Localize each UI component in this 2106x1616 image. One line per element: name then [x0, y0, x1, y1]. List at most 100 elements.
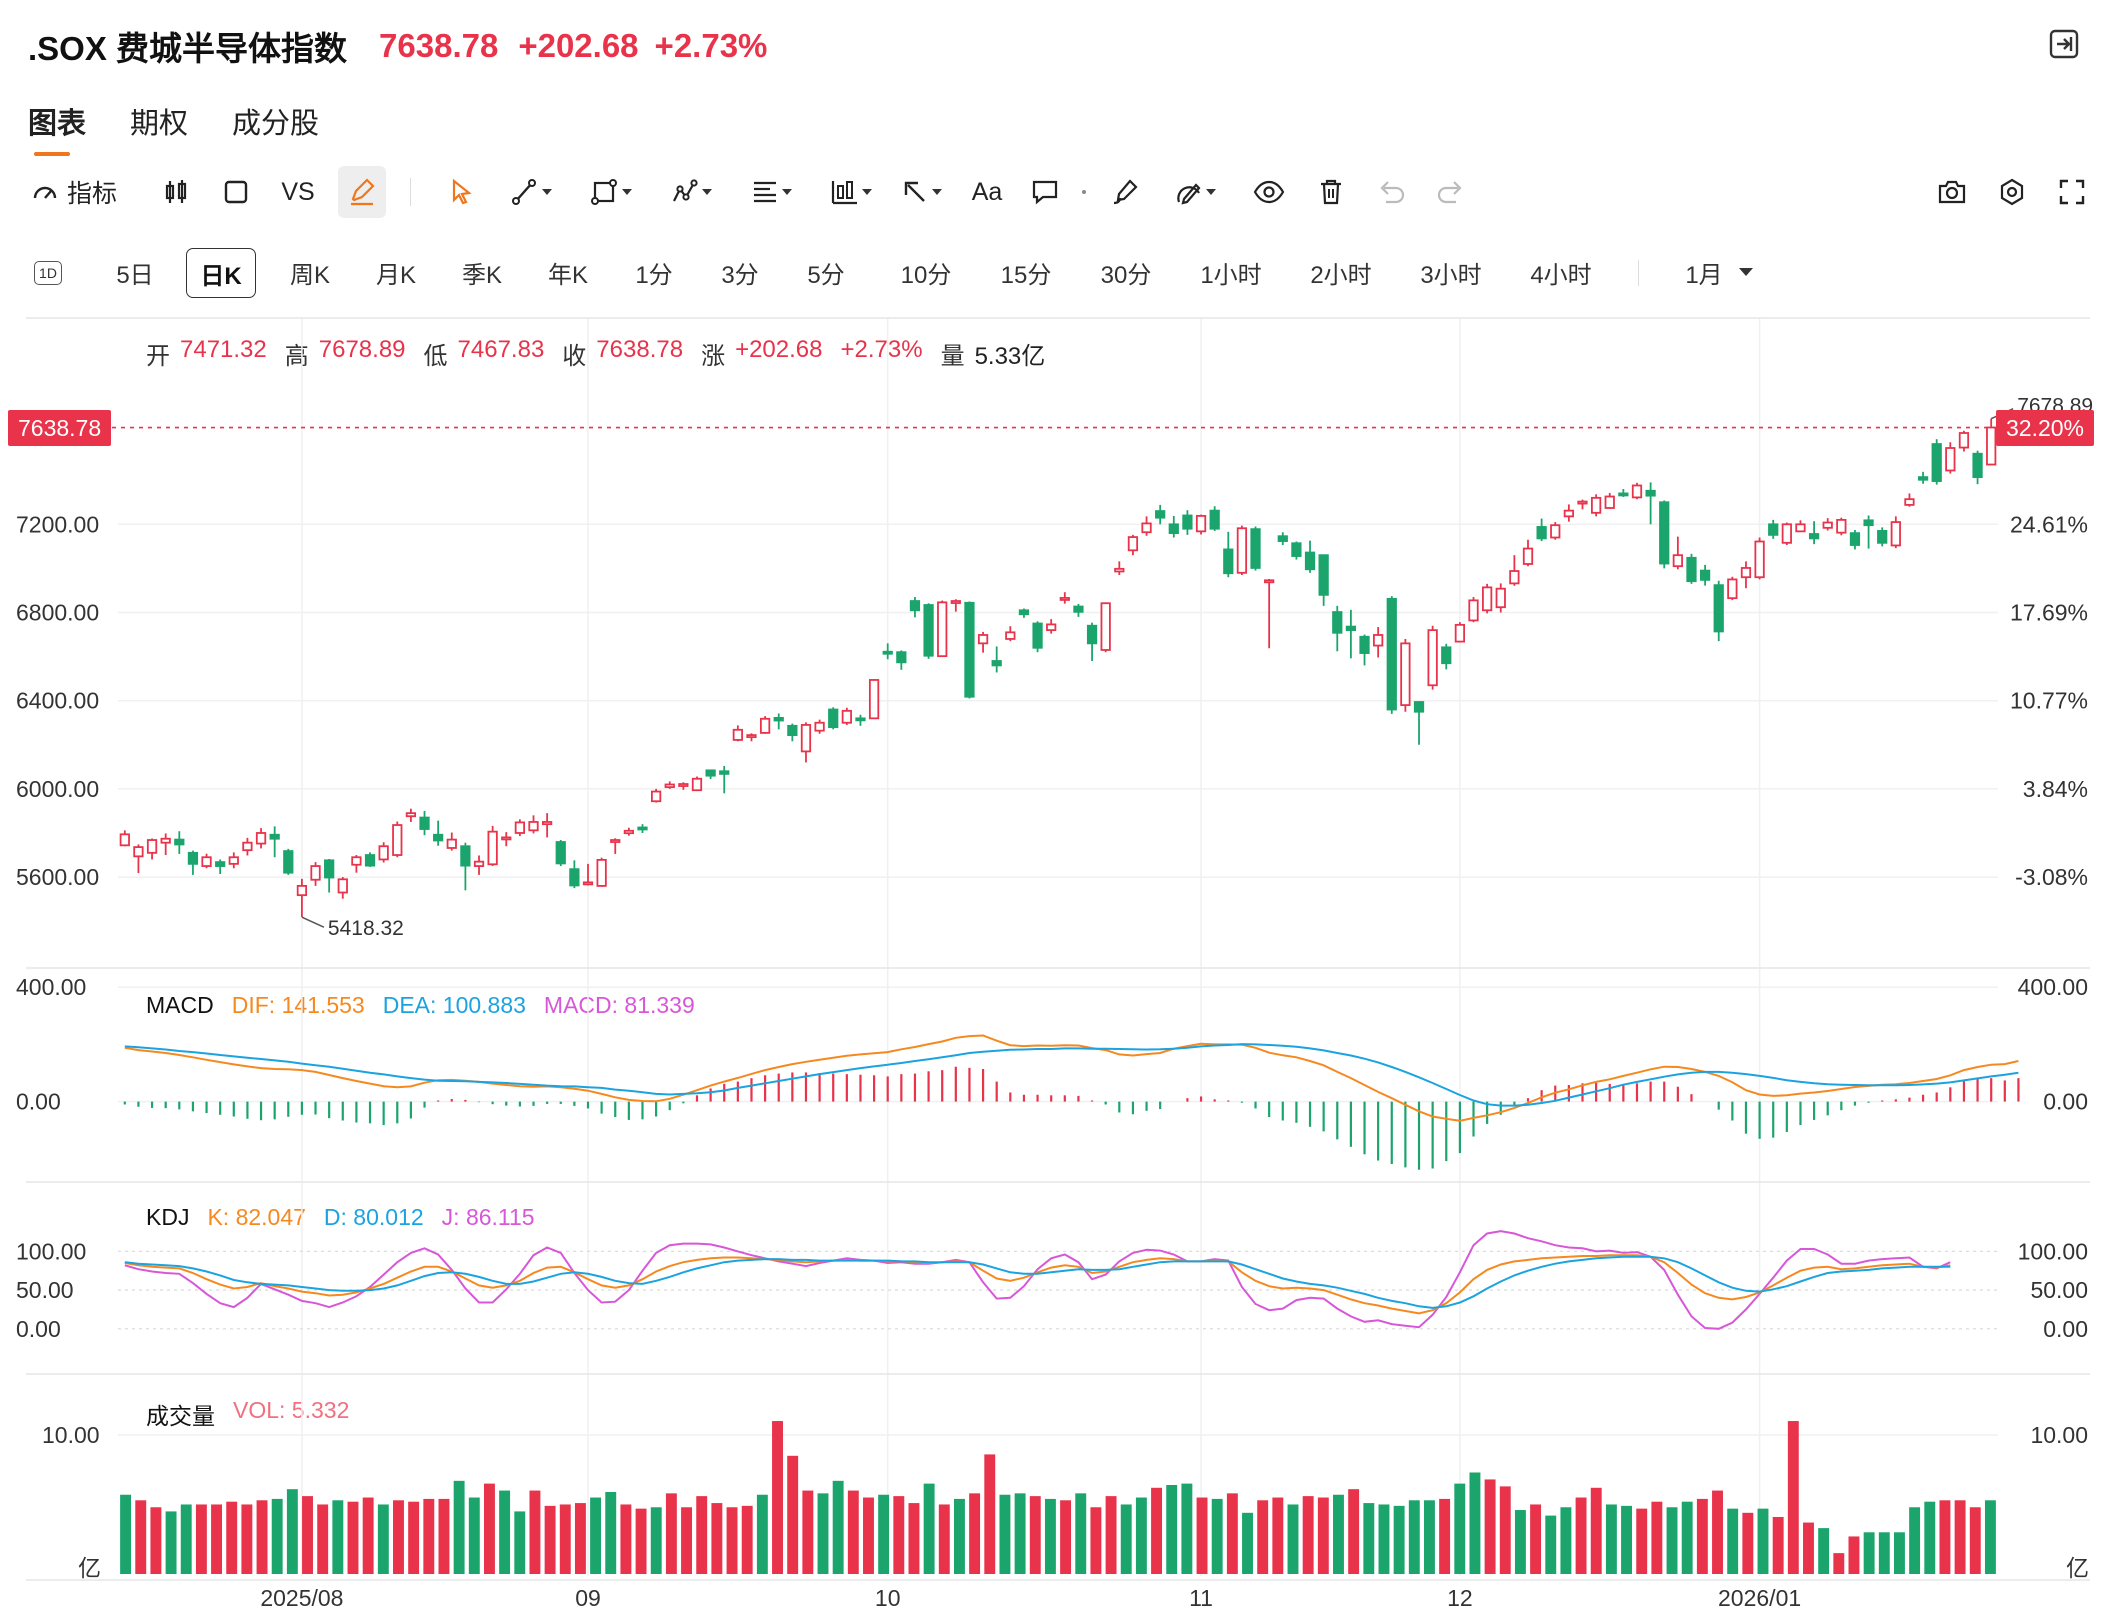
- compare-button[interactable]: VS: [274, 166, 322, 218]
- visibility-toggle[interactable]: [1246, 166, 1292, 218]
- candle-body: [1059, 597, 1070, 601]
- volume-bar: [1257, 1500, 1269, 1574]
- period-10min[interactable]: 10分: [900, 261, 952, 289]
- fibonacci-tool[interactable]: [742, 166, 802, 218]
- period-15min[interactable]: 15分: [1000, 261, 1052, 289]
- brush-tool[interactable]: [1102, 166, 1148, 218]
- text-tool[interactable]: Aa: [962, 166, 1012, 218]
- delete-drawings-button[interactable]: [1308, 166, 1354, 218]
- volume-bar: [1742, 1512, 1754, 1574]
- candle-body: [542, 821, 553, 826]
- measure-tool[interactable]: [822, 166, 882, 218]
- period-daily[interactable]: 日K: [186, 248, 256, 298]
- period-3hour[interactable]: 3小时: [1420, 261, 1482, 289]
- settings-button[interactable]: [1992, 166, 2032, 218]
- percent-axis-label: 3.84%: [2023, 776, 2088, 802]
- volume-bar: [226, 1501, 238, 1574]
- tab-chart[interactable]: 图表: [28, 100, 86, 156]
- min-price-label: 5418.32: [328, 917, 404, 940]
- undo-button[interactable]: [1368, 166, 1414, 218]
- period-1min[interactable]: 1分: [635, 261, 673, 289]
- period-2hour[interactable]: 2小时: [1310, 261, 1372, 289]
- volume-bar: [605, 1491, 617, 1574]
- volume-bar: [1712, 1490, 1723, 1574]
- tab-options[interactable]: 期权: [130, 108, 189, 140]
- candle-body: [732, 728, 743, 741]
- candle-body: [623, 829, 634, 835]
- candle-body: [1645, 489, 1656, 497]
- candle-body: [433, 833, 444, 842]
- candle-body: [1795, 523, 1806, 533]
- candle-body: [1195, 515, 1207, 533]
- volume-axis-label-right: 10.00: [2030, 1422, 2088, 1448]
- layout-button[interactable]: [214, 166, 258, 218]
- volume-bar: [1893, 1532, 1905, 1574]
- period-4hour[interactable]: 4小时: [1530, 261, 1592, 289]
- period-5min[interactable]: 5分: [807, 261, 845, 289]
- magnet-tool[interactable]: [1166, 166, 1226, 218]
- tab-constituents[interactable]: 成分股: [232, 108, 320, 140]
- period-yearly[interactable]: 年K: [547, 261, 588, 289]
- high-label: 高: [284, 343, 309, 370]
- volume-bar: [938, 1504, 950, 1574]
- bar-measure-icon: [831, 181, 857, 205]
- candle-body: [514, 821, 526, 834]
- volume-bar: [1681, 1501, 1693, 1574]
- period-1d-icon[interactable]: 1D: [34, 261, 62, 285]
- volume-bar: [165, 1511, 177, 1574]
- period-30min[interactable]: 30分: [1100, 261, 1152, 289]
- arrow-tool[interactable]: [892, 166, 952, 218]
- period-1hour[interactable]: 1小时: [1200, 261, 1262, 289]
- candle-body: [1127, 536, 1139, 552]
- candle-body: [296, 885, 308, 897]
- candle-style-button[interactable]: [154, 166, 198, 218]
- collapse-panel-icon[interactable]: [2048, 28, 2080, 60]
- fullscreen-button[interactable]: [2052, 166, 2092, 218]
- candle-body: [1400, 642, 1411, 706]
- volume-bar: [1696, 1498, 1708, 1574]
- snapshot-button[interactable]: [1932, 166, 1972, 218]
- macd-dif: DIF: 141.553: [231, 992, 365, 1018]
- period-weekly[interactable]: 周K: [289, 261, 330, 289]
- brush-icon: [1113, 179, 1138, 205]
- candle-body: [923, 604, 934, 657]
- change-value: +202.68: [735, 336, 823, 363]
- period-monthly[interactable]: 月K: [375, 261, 416, 289]
- candle-body: [255, 832, 267, 845]
- candle-body: [582, 881, 594, 886]
- macd-legend: MACD DIF: 141.553 DEA: 100.883 MACD: 81.…: [146, 992, 695, 1019]
- pattern-tool[interactable]: [662, 166, 722, 218]
- candle-body: [1086, 624, 1098, 645]
- volume-bar: [1757, 1508, 1769, 1574]
- volume-bar: [772, 1421, 783, 1574]
- line-tool[interactable]: [502, 166, 562, 218]
- volume-bar: [1545, 1515, 1557, 1574]
- note-tool[interactable]: [1022, 166, 1068, 218]
- redo-button[interactable]: [1428, 166, 1474, 218]
- period-quarterly[interactable]: 季K: [461, 261, 502, 289]
- period-5d[interactable]: 5日: [116, 261, 154, 289]
- candle-body: [1522, 547, 1534, 565]
- range-dropdown[interactable]: 1月: [1670, 248, 1770, 296]
- volume-bar: [969, 1493, 981, 1574]
- kdj-axis-label-right: 100.00: [2018, 1238, 2088, 1264]
- candle-body: [977, 634, 989, 645]
- cursor-tool[interactable]: [442, 166, 482, 218]
- volume-bar: [908, 1503, 920, 1574]
- volume-bar: [453, 1480, 465, 1574]
- shape-tool[interactable]: [582, 166, 642, 218]
- kdj-d: D: 80.012: [323, 1204, 424, 1230]
- candle-body: [1713, 584, 1724, 633]
- indicator-button[interactable]: 指标: [26, 166, 122, 218]
- candle-body: [1250, 528, 1261, 569]
- candle-body: [405, 812, 417, 818]
- volume-bar: [317, 1504, 329, 1574]
- price-chart[interactable]: 2025/08 09 10 11 12 2026/01 5600.00 -3.08% 6000.…: [0, 310, 2106, 1616]
- x-axis-label: 10: [875, 1585, 901, 1611]
- volume-bar: [1954, 1500, 1966, 1574]
- period-3min[interactable]: 3分: [721, 261, 759, 289]
- volume-bar: [362, 1497, 374, 1574]
- volume-bar: [1439, 1498, 1451, 1574]
- candle-body: [351, 856, 362, 866]
- draw-tool-button[interactable]: [338, 166, 386, 218]
